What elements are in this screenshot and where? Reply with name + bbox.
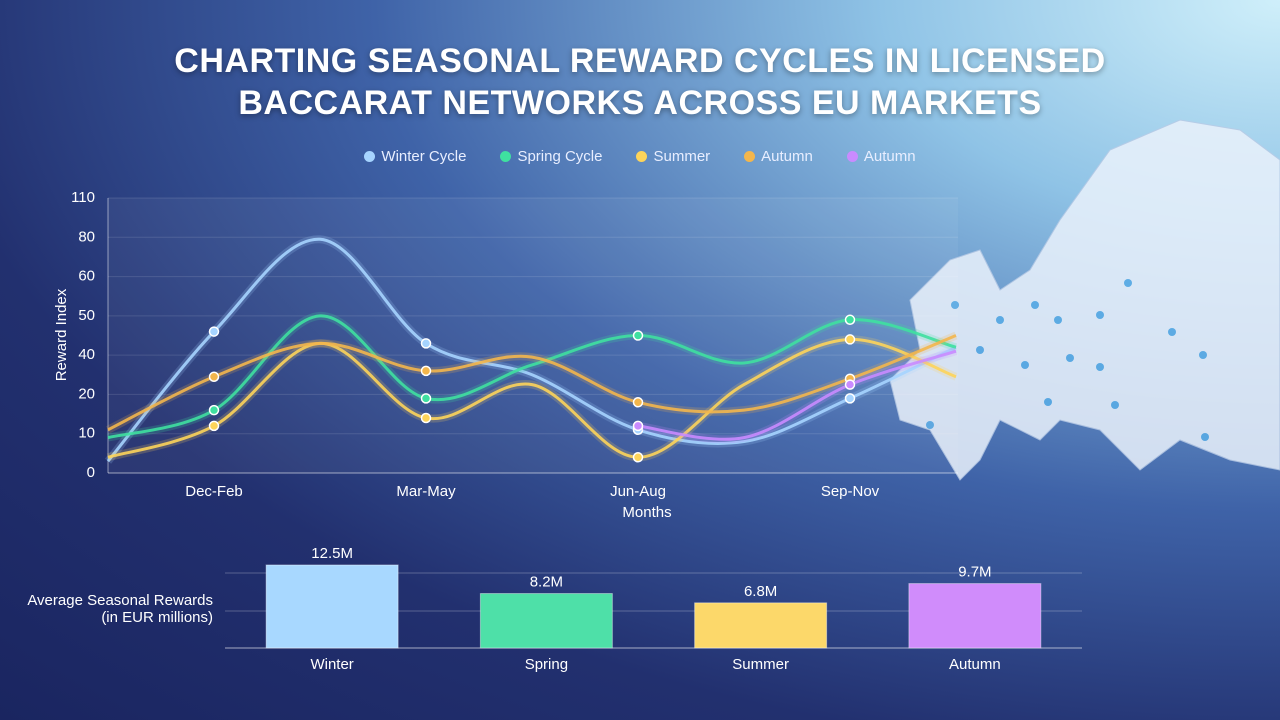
x-tick-label: Winter [310,656,353,673]
point [208,371,220,382]
value-label: 6.8M [744,583,777,600]
x-tick-label: Mar-May [396,483,456,500]
legend-swatch [500,151,512,162]
point [844,334,856,345]
point [844,379,856,390]
legend-label: Autumn [761,148,813,165]
x-tick-label: Dec-Feb [185,483,243,500]
point [208,420,220,432]
x-tick-label: Autumn [949,656,1001,673]
point [420,365,432,377]
value-label: 8.2M [530,573,563,590]
series-line [637,349,957,441]
series-line [107,334,957,432]
x-tick-label: Summer [732,656,789,673]
legend: Winter Cycle Spring Cycle Summer Autumn Autu… [0,148,1280,165]
y-tick-label: 40 [78,346,95,363]
x-tick-label: Spring [525,656,568,673]
x-tick-label: Sep-Nov [821,483,880,500]
x-tick-label: Jun-Aug [610,483,666,500]
legend-swatch [364,151,376,162]
series-line [107,314,957,440]
plot-area [108,198,958,473]
legend-swatch [846,151,858,162]
point [632,330,644,341]
value-label: 9.7M [958,564,991,581]
legend-label: Autumn [863,148,916,165]
series-line [107,337,957,459]
y-tick-label: 80 [78,228,95,245]
point [632,452,644,463]
point [420,338,432,349]
point [844,314,856,326]
bar [265,564,399,649]
legend-item: Autumn [846,148,916,165]
point [844,393,856,404]
bar-y-label: (in EUR millions) [101,609,213,626]
title: CHARTING SEASONAL REWARD CYCLES IN LICEN… [174,42,1106,122]
legend-item: Winter Cycle [364,148,466,165]
bar [694,602,828,649]
point [208,404,220,416]
value-label: 12.5M [311,545,353,562]
legend-label: Spring Cycle [517,148,603,165]
bar [479,593,613,649]
y-tick-label: 10 [78,425,95,442]
y-tick-label: 0 [87,464,95,481]
y-tick-label: 50 [78,307,95,324]
y-axis-label: Reward Index [53,288,70,381]
y-tick-label: 110 [71,189,95,206]
bar-y-label: Average Seasonal Rewards [27,592,213,609]
point [632,397,644,408]
legend-swatch [636,151,648,162]
y-tick-label: 60 [78,268,95,285]
y-tick-label: 20 [78,385,95,402]
legend-item: Autumn [744,148,813,165]
legend-label: Summer [653,148,711,165]
legend-item: Summer [636,148,710,165]
point [632,420,644,432]
point [420,393,432,404]
legend-label: Winter Cycle [381,148,467,165]
bar [908,583,1042,649]
legend-swatch [744,151,756,162]
x-axis-label: Months [622,504,671,521]
point [208,326,220,337]
legend-item: Spring Cycle [500,148,602,165]
map-decoration [889,119,1280,481]
point [420,412,432,424]
